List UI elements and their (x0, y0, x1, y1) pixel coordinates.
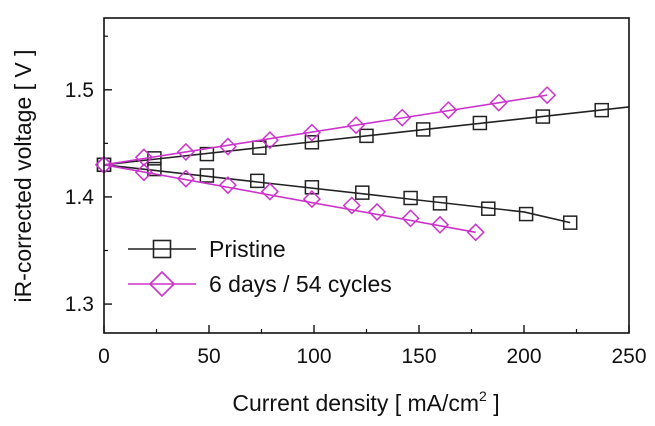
x-tick-label: 200 (506, 345, 541, 368)
data-point-square (472, 115, 488, 131)
y-axis-title: iR-corrected voltage [ V ] (10, 49, 36, 302)
data-point-square (562, 215, 578, 230)
data-point-diamond (401, 209, 420, 228)
data-point-square (594, 102, 609, 118)
series (96, 157, 578, 230)
data-point-diamond (538, 86, 557, 105)
series-fit-line (103, 163, 571, 224)
legend-label-pristine: Pristine (209, 236, 286, 262)
x-axis-title: Current density [ mA/cm2 ] (232, 388, 499, 416)
data-point-diamond (367, 202, 387, 221)
y-tick-label: 1.3 (65, 293, 94, 316)
data-point-diamond (393, 108, 412, 127)
series-fit-line (103, 94, 548, 166)
x-tick-label: 0 (98, 345, 110, 368)
x-tick-label: 250 (611, 345, 646, 368)
legend: Pristine 6 days / 54 cycles (128, 236, 392, 298)
legend-marker-aged (148, 270, 176, 298)
data-point-diamond (342, 196, 361, 215)
legend-marker-pristine (152, 239, 172, 259)
data-point-diamond (218, 137, 237, 156)
x-tick-label: 150 (401, 345, 436, 368)
data-point-square (518, 206, 534, 222)
data-point-diamond (134, 163, 153, 182)
data-point-square (535, 109, 551, 124)
data-point-square (415, 122, 431, 137)
y-tick-label: 1.4 (65, 186, 95, 209)
series (96, 102, 630, 173)
plot-frame (103, 17, 630, 334)
data-point-diamond (218, 176, 237, 195)
legend-label-aged: 6 days / 54 cycles (209, 271, 392, 297)
data-point-square (304, 180, 320, 195)
series-group (94, 86, 630, 242)
data-point-square (481, 201, 496, 216)
data-point-diamond (489, 93, 508, 112)
data-point-diamond (176, 169, 195, 188)
series (94, 155, 485, 242)
data-point-diamond (302, 190, 321, 209)
data-point-diamond (346, 116, 366, 135)
data-point-square (403, 190, 418, 206)
data-point-square (355, 185, 370, 200)
data-point-square (359, 128, 374, 144)
data-point-diamond (260, 182, 279, 201)
data-point-diamond (176, 142, 195, 161)
x-axis-title-main: Current density [ mA/cm (232, 390, 479, 416)
data-point-square (199, 146, 215, 162)
data-point-square (199, 168, 215, 183)
data-point-diamond (439, 101, 458, 120)
data-point-diamond (466, 223, 485, 242)
x-axis-title-end: ] (487, 390, 500, 416)
data-point-diamond (430, 215, 450, 234)
data-point-square (304, 135, 320, 150)
series-fit-line (103, 163, 476, 234)
y-tick-label: 1.5 (65, 79, 94, 102)
data-point-diamond (260, 131, 279, 150)
data-point-square (250, 173, 265, 189)
x-axis-title-superscript: 2 (479, 388, 487, 404)
x-tick-label: 100 (296, 345, 331, 368)
data-point-square (432, 196, 448, 211)
x-tick-label: 50 (197, 345, 220, 368)
data-point-diamond (302, 123, 321, 142)
